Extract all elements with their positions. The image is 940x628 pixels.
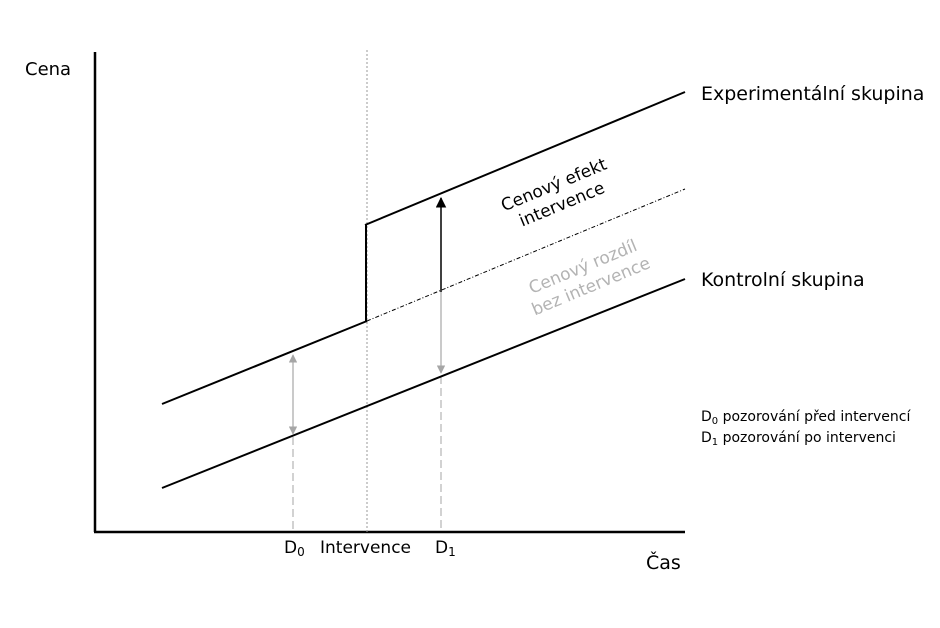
experimental-line-before [161, 320, 368, 405]
control-group-line [161, 278, 686, 489]
d0-tick-sub: 0 [297, 545, 305, 559]
d0-tick-main: D [284, 538, 297, 558]
legend-d0: D0 pozorování před intervencí [701, 409, 911, 427]
d1-tick-main: D [435, 538, 448, 558]
legend-d1-main: D [701, 430, 712, 446]
y-axis-label: Cena [25, 59, 71, 80]
d1-tick-label: D1 [435, 538, 456, 559]
legend-d0-text: pozorování před intervencí [718, 409, 911, 425]
d1-tick-sub: 1 [448, 545, 456, 559]
price-difference-annotation: Cenový rozdíl bez intervence [526, 236, 653, 320]
intervention-tick-label: Intervence [320, 538, 411, 558]
d0-tick-label: D0 [284, 538, 305, 559]
control-group-label: Kontrolní skupina [701, 269, 865, 291]
legend-d0-main: D [701, 409, 712, 425]
legend-d1-text: pozorování po intervenci [718, 430, 896, 446]
x-axis-label: Čas [646, 550, 681, 574]
legend-d1-sub: 1 [712, 437, 718, 448]
experimental-line-after [364, 91, 686, 226]
experimental-group-label: Experimentální skupina [701, 83, 924, 105]
counterfactual-line [366, 188, 686, 322]
legend-d0-sub: 0 [712, 416, 718, 427]
legend-d1: D1 pozorování po intervenci [701, 430, 896, 448]
price-effect-annotation: Cenový efekt intervence [498, 155, 610, 232]
